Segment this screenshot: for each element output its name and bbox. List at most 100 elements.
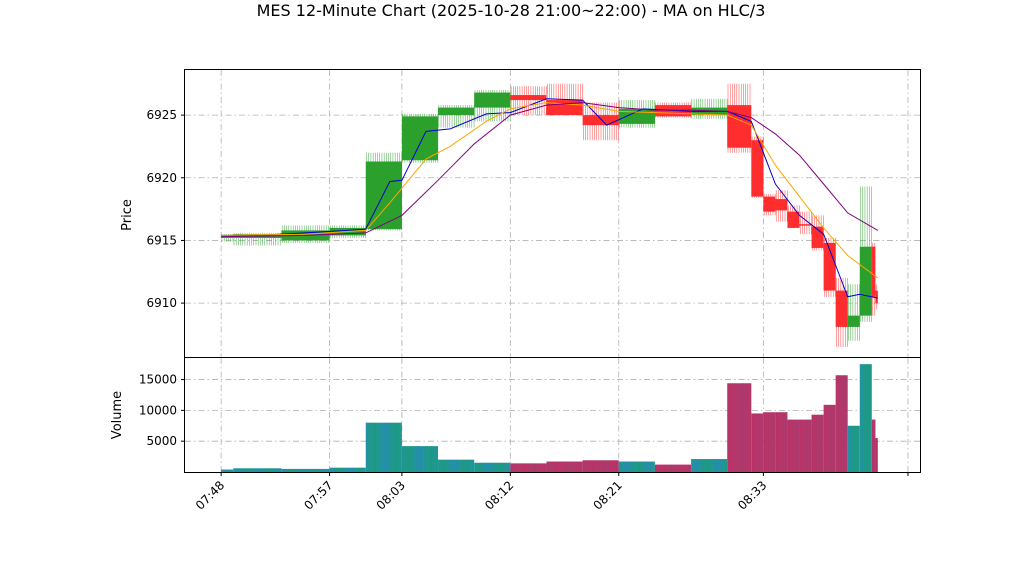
volume-bar-24 (859, 364, 872, 472)
price-ytick-label-2: 6920 (146, 171, 177, 185)
candle-body-14 (727, 105, 752, 148)
candle-body-16 (763, 196, 776, 212)
volume-bar-fill-2 (281, 468, 330, 472)
volume-bar-fill-3 (329, 467, 366, 472)
candle-7 (474, 90, 511, 122)
volume-bar-11 (618, 461, 655, 472)
volume-bar-fill-9 (546, 461, 583, 472)
volume-bar-fill-12 (654, 464, 692, 472)
volume-bar-fill-11 (618, 461, 655, 472)
candle-body-17 (775, 199, 788, 211)
volume-bar-fill-25 (871, 419, 876, 472)
volume-axis-label: Volume (110, 391, 125, 439)
candle-17 (775, 190, 788, 222)
candle-22 (835, 278, 848, 347)
candle-24 (859, 186, 872, 322)
moving-average-lines (221, 98, 879, 299)
volume-bar-fill-6 (438, 459, 475, 472)
candle-body-9 (546, 100, 583, 116)
candle-18 (787, 205, 800, 228)
volume-bar-fill-24 (859, 364, 872, 472)
volume-bar-fill-15 (751, 413, 764, 472)
volume-panel-frame (184, 357, 921, 473)
ma-line-ma_fast (221, 98, 878, 299)
ma-line-ma_mid (221, 102, 879, 279)
volume-bar-fill-4 (365, 422, 402, 472)
volume-bar-0 (221, 469, 234, 472)
volume-bar-fill-16 (763, 412, 776, 472)
volume-bar-fill-19 (799, 419, 812, 472)
volume-bar-3 (329, 467, 366, 472)
volume-bar-1 (233, 468, 282, 472)
candle-body-25 (871, 246, 876, 297)
candle-body-18 (787, 211, 800, 228)
candle-body-22 (835, 290, 848, 327)
volume-bar-23 (847, 425, 860, 472)
volume-bar-6 (438, 459, 475, 472)
candle-body-5 (401, 116, 439, 161)
volume-bar-8 (510, 463, 547, 472)
volume-bar-fill-0 (221, 469, 234, 472)
volume-ytick-label-0: 5000 (146, 434, 177, 448)
volume-bar-19 (799, 419, 812, 472)
volume-bar-20 (811, 414, 824, 472)
volume-bar-fill-21 (823, 404, 836, 472)
candle-26 (875, 284, 878, 310)
volume-bar-fill-17 (775, 412, 788, 472)
candle-23 (847, 284, 860, 341)
candle-body-21 (823, 242, 836, 291)
volume-bar-9 (546, 461, 583, 472)
volume-bar-21 (823, 404, 836, 472)
volume-bar-fill-23 (847, 425, 860, 472)
volume-bar-fill-8 (510, 463, 547, 472)
candle-16 (763, 194, 776, 216)
volume-bar-4 (365, 422, 402, 472)
candle-10 (582, 102, 619, 141)
price-axis-label: Price (120, 199, 135, 231)
price-ytick-label-1: 6915 (146, 233, 177, 247)
volume-bar-16 (763, 412, 776, 472)
candle-body-15 (751, 140, 764, 197)
volume-bar-fill-22 (835, 375, 848, 472)
candle-body-23 (847, 315, 860, 327)
price-y-ticks: 6910 6915 6920 6925 (146, 108, 185, 310)
volume-bar-fill-5 (401, 446, 439, 472)
volume-bar-12 (654, 464, 692, 472)
volume-bar-13 (691, 459, 728, 472)
volume-bar-7 (474, 462, 511, 472)
volume-bar-22 (835, 375, 848, 472)
price-ytick-label-3: 6925 (146, 108, 177, 122)
volume-bars (221, 364, 878, 472)
volume-bar-2 (281, 468, 330, 472)
candle-5 (401, 113, 439, 163)
volume-bar-fill-10 (582, 460, 619, 472)
candle-25 (871, 242, 876, 316)
volume-bar-5 (401, 446, 439, 472)
candle-body-19 (799, 224, 812, 226)
volume-bar-fill-7 (474, 462, 511, 472)
candle-body-24 (859, 246, 872, 316)
volume-y-ticks: 5000 10000 15000 (139, 373, 185, 448)
volume-gridlines (185, 358, 920, 472)
candle-body-26 (875, 290, 878, 304)
candle-body-6 (438, 107, 475, 116)
volume-bar-17 (775, 412, 788, 472)
volume-bar-fill-13 (691, 459, 728, 472)
candle-6 (438, 105, 475, 128)
candle-15 (751, 136, 764, 198)
candle-body-8 (510, 95, 547, 101)
volume-ytick-label-1: 10000 (139, 403, 177, 417)
volume-bar-fill-20 (811, 414, 824, 472)
candle-body-7 (474, 92, 511, 108)
volume-bar-15 (751, 413, 764, 472)
volume-bar-fill-18 (787, 419, 800, 472)
ma-line-ma_slow (221, 102, 879, 238)
candle-21 (823, 237, 836, 297)
chart-title: MES 12-Minute Chart (2025-10-28 21:00~22… (257, 1, 766, 20)
volume-bar-25 (871, 419, 876, 472)
volume-bar-14 (727, 383, 752, 472)
volume-bar-10 (582, 460, 619, 472)
volume-ytick-label-2: 15000 (139, 373, 177, 387)
volume-bar-fill-1 (233, 468, 282, 472)
